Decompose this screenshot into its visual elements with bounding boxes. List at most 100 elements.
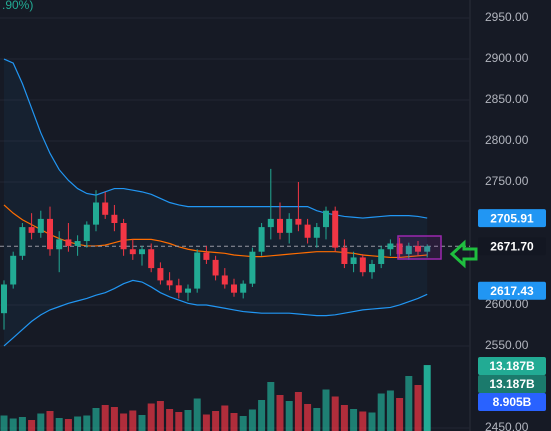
candle-body [212,259,219,276]
volume-bar [386,390,394,431]
volume-bar [285,401,293,431]
volume-bar [304,404,312,431]
volume-label: 13.187B [489,377,535,391]
y-tick-label: 2850.00 [485,92,529,106]
candle-body [359,257,366,273]
volume-bar [423,365,431,431]
candle-body [111,214,118,224]
candle-body [396,243,403,255]
candle-body [258,227,265,252]
price-label: 2671.70 [490,239,534,253]
volume-bar [92,408,100,431]
volume-bar [184,410,192,431]
volume-bar [258,400,266,431]
volume-bar [147,403,155,431]
y-tick-label: 2950.00 [485,10,529,24]
volume-bar [101,405,109,431]
header-text: .90%) [2,0,33,12]
volume-bar [276,395,284,431]
candle-body [277,218,283,233]
highlight-box [397,235,442,260]
volume-bar [322,389,330,431]
volume-bar [331,396,339,431]
volume-bar [239,416,247,431]
volume-label: 13.187B [489,359,535,373]
y-tick-label: 2550.00 [485,338,529,352]
band-line [3,204,428,259]
candle-body [83,224,90,242]
candle-body [194,252,201,289]
candle-body [341,247,348,264]
volume-bar [129,410,137,431]
volume-bar [110,407,118,431]
candle-body [47,218,53,250]
volume-bar [267,382,275,431]
volume-label-bg [478,375,546,393]
candle-body [93,202,99,225]
candle-body [369,263,375,273]
candle-body [286,218,293,233]
volume-bar [368,412,376,431]
volume-bar [359,411,367,431]
candle-body [424,246,431,252]
candle-body [405,245,412,255]
volume-bar [64,419,72,431]
volume-bar [55,418,63,431]
candle-body [203,252,210,260]
y-tick-label: 2750.00 [485,174,529,188]
volume-label-bg [478,357,546,375]
candle-body [221,275,228,285]
candle-body [350,257,357,264]
volume-bar [175,412,183,431]
candle-body [304,224,311,238]
candle-body [240,283,247,293]
volume-bar [0,415,8,431]
volume-bar [414,385,422,431]
volume-bar [248,409,256,431]
candle-body [37,218,44,233]
band-fill [4,59,428,346]
candle-body [267,218,274,228]
candle-body [387,243,394,250]
candle-body [378,249,385,264]
candle-body [10,255,17,285]
candle-body [28,227,35,233]
volume-bar [396,398,404,431]
volume-bar [74,416,82,431]
volume-bar [294,392,302,431]
candle-body [175,285,182,293]
price-label-bg [478,281,546,300]
candle-body [231,284,237,293]
candle-body [1,284,7,314]
candle-body [295,218,302,225]
candle-body [102,202,109,215]
volume-bar [221,405,229,431]
volume-label: 8.905B [493,395,532,409]
volume-bar [166,409,174,431]
candle-body [120,223,127,250]
price-label: 2617.43 [490,284,534,298]
volume-bar [340,405,348,431]
volume-bar [230,413,238,431]
candle-body [313,227,320,238]
volume-bar [138,415,146,431]
y-tick-label: 2800.00 [485,133,529,147]
volume-bar [18,417,26,431]
candle-body [166,280,173,286]
candle-body [157,268,164,281]
volume-bar [46,411,54,431]
y-tick-label: 2450.00 [485,420,529,431]
candle-body [65,239,72,246]
volume-bar [37,413,45,431]
volume-bar [28,420,36,431]
y-tick-label: 2900.00 [485,51,529,65]
candle-body [185,288,191,293]
y-tick-label: 2600.00 [485,297,529,311]
candle-body [129,249,136,255]
candle-body [56,239,63,250]
candle-body [19,227,26,256]
candle-body [139,249,145,255]
price-label-bg [478,237,546,256]
